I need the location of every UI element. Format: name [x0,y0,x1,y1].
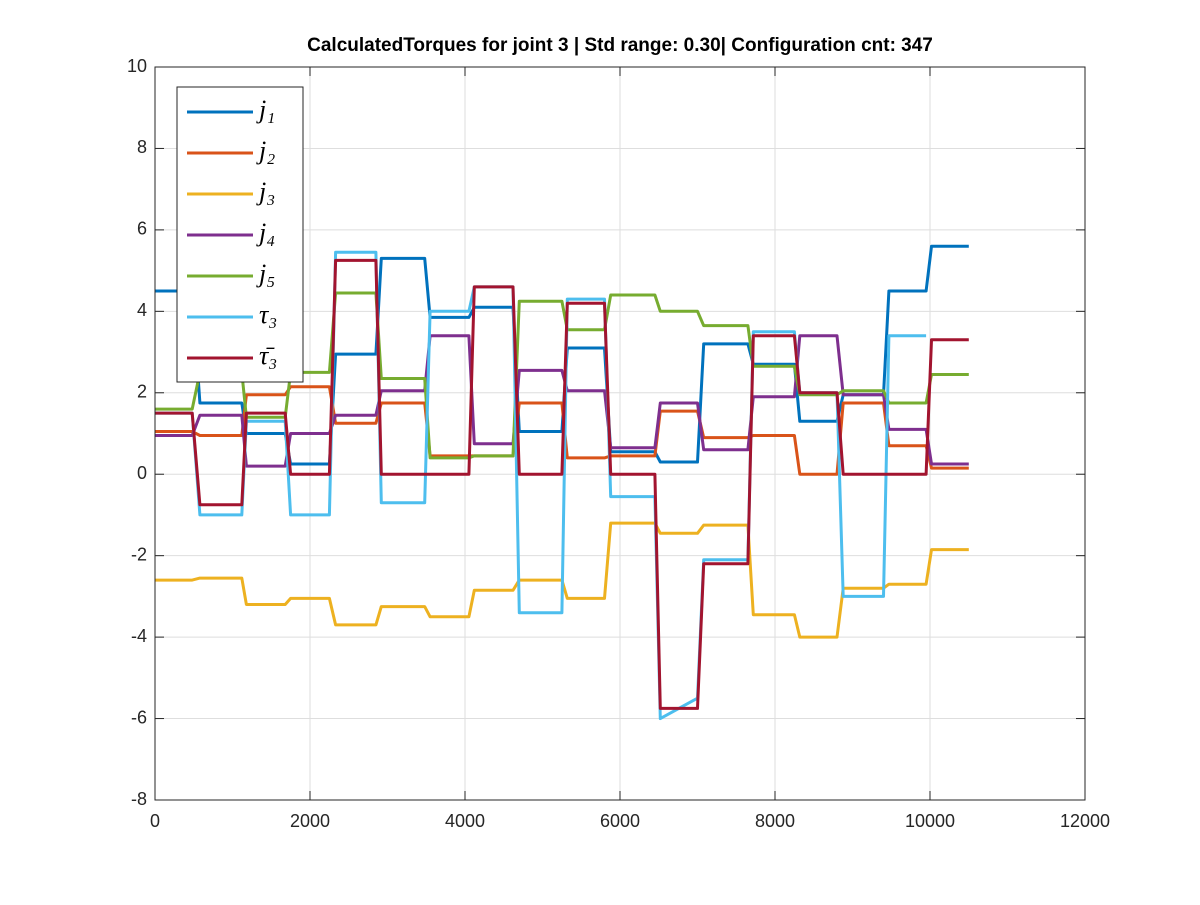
y-tick-label: -4 [131,626,147,646]
chart-title: CalculatedTorques for joint 3 | Std rang… [307,35,933,56]
series-line [155,521,969,639]
y-tick-label: -6 [131,707,147,727]
y-tick-label: 0 [137,463,147,483]
x-tick-label: 0 [150,811,160,831]
plot-frame [154,66,1086,801]
legend-label: τ₃ [259,300,277,329]
x-tick-label: 4000 [445,811,485,831]
x-tick-label: 12000 [1060,811,1110,831]
legend-label: τ̄₃ [259,341,277,370]
y-tick-label: -8 [131,789,147,809]
legend-label: j₂ [256,136,275,165]
legend-label: j₁ [256,95,275,124]
legend-label: j₅ [256,259,275,288]
x-tick-label: 8000 [755,811,795,831]
legend-label: j₄ [256,218,275,247]
y-tick-label: 10 [127,56,147,76]
x-tick-label: 10000 [905,811,955,831]
y-tick-label: 2 [137,382,147,402]
y-tick-label: 4 [137,300,147,320]
y-tick-label: -2 [131,544,147,564]
series-line [155,258,969,710]
x-tick-label: 2000 [290,811,330,831]
y-tick-label: 6 [137,219,147,239]
y-tick-label: 8 [137,137,147,157]
legend-label: j₃ [256,177,275,206]
x-tick-label: 6000 [600,811,640,831]
